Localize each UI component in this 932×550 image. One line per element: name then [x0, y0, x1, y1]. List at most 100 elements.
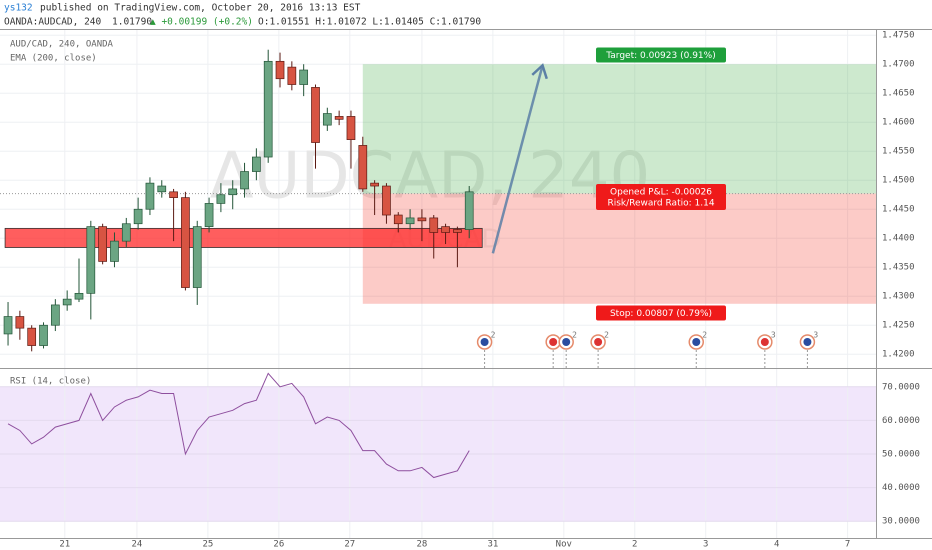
candle-body	[393, 214, 403, 225]
stop-label: Stop: 0.00807 (0.79%)	[610, 309, 712, 319]
y-tick-label: 1.4200	[882, 350, 915, 360]
candle-body	[192, 226, 202, 288]
y-tick-label: 1.4300	[882, 292, 915, 302]
support-zone	[4, 227, 483, 248]
y-tick-label: 60.0000	[882, 416, 920, 426]
y-tick-label: 40.0000	[882, 483, 920, 493]
candle-body	[311, 87, 320, 143]
candle-body	[39, 324, 48, 346]
stop-label-box	[596, 305, 726, 321]
x-tick-label: 25	[202, 540, 213, 550]
symbol: OANDA:AUDCAD, 240	[4, 17, 102, 28]
event-count: 2	[702, 331, 707, 340]
candle-body	[382, 185, 391, 216]
candle-body	[370, 182, 379, 187]
target-label: Target: 0.00923 (0.91%)	[605, 51, 715, 61]
candle-body	[15, 316, 25, 329]
event-count: 3	[813, 331, 818, 340]
target-label-box	[596, 47, 726, 63]
candle-body	[334, 116, 344, 120]
candle-body	[358, 145, 368, 190]
y-tick-label: 1.4700	[882, 60, 915, 70]
candle-body	[98, 226, 107, 262]
candle-body	[346, 116, 356, 140]
candle-body	[133, 208, 143, 225]
candle-body	[216, 194, 226, 204]
candle-body	[464, 191, 474, 230]
last-price: 1.01790	[112, 17, 152, 28]
y-tick-label: 50.0000	[882, 450, 920, 460]
y-tick-label: 30.0000	[882, 517, 920, 527]
candle-body	[417, 217, 427, 222]
change: ▲ +0.00199 (+0.2%)	[150, 17, 253, 28]
x-tick-label: 4	[774, 540, 779, 550]
x-tick-label: 28	[416, 540, 427, 550]
candle-body	[86, 226, 96, 294]
ohlc: O:1.01551 H:1.01072 L:1.01405 C:1.01790	[258, 17, 481, 28]
y-tick-label: 1.4550	[882, 147, 915, 157]
candle-body	[50, 304, 60, 326]
event-flag	[594, 338, 603, 346]
target-zone	[362, 64, 876, 194]
candle-body	[121, 223, 131, 242]
candle-body	[3, 316, 13, 335]
y-tick-label: 1.4450	[882, 205, 915, 215]
event-flag	[549, 338, 558, 346]
y-tick-label: 1.4600	[882, 118, 915, 128]
event-count: 2	[604, 331, 609, 340]
candle-body	[145, 182, 155, 210]
candle-body	[429, 217, 439, 233]
candle-body	[27, 327, 37, 346]
y-tick-label: 1.4250	[882, 321, 915, 331]
event-count: 2	[572, 331, 577, 340]
candle-body	[62, 298, 72, 306]
pane-legend: RSI (14, close)	[10, 377, 91, 387]
candle-body	[204, 203, 214, 227]
event-count: 2	[491, 331, 496, 340]
pane-legend: EMA (200, close)	[10, 54, 97, 64]
candle-body	[405, 217, 415, 225]
rsi-line	[7, 372, 470, 479]
pnl-label: Opened P&L: -0.00026	[610, 188, 712, 198]
candle-body	[252, 156, 261, 172]
candle-body	[299, 69, 309, 85]
y-tick-label: 70.0000	[882, 382, 920, 392]
arrow-head	[531, 63, 548, 80]
candle-body	[240, 171, 249, 190]
x-tick-label: 7	[845, 540, 850, 550]
candle-body	[441, 226, 450, 233]
author[interactable]: ys132	[4, 3, 33, 14]
candle-body	[157, 185, 167, 193]
candle-body	[263, 60, 273, 158]
y-tick-label: 1.4750	[882, 31, 915, 41]
event-count: 3	[771, 331, 776, 340]
event-flag	[760, 338, 769, 346]
x-tick-label: 2	[632, 540, 637, 550]
x-tick-label: 31	[487, 540, 498, 550]
watermark: AUDCAD, 240	[210, 140, 651, 214]
event-flag	[562, 338, 571, 346]
y-tick-label: 1.4350	[882, 263, 915, 273]
published: published on TradingView.com, October 20…	[40, 3, 361, 14]
pnl-label-box	[596, 184, 726, 210]
x-tick-label: 24	[132, 540, 143, 550]
candle-body	[287, 66, 297, 85]
x-tick-label: 27	[344, 540, 355, 550]
event-flag	[692, 338, 701, 346]
x-tick-label: 26	[273, 540, 284, 550]
x-tick-label: 3	[703, 540, 708, 550]
candle-body	[181, 197, 190, 288]
candle-body	[322, 113, 332, 126]
stop-zone	[362, 193, 876, 304]
arrow	[491, 65, 544, 254]
candle-body	[228, 188, 238, 196]
event-flag	[803, 338, 812, 346]
candle-body	[74, 292, 84, 300]
y-tick-label: 1.4400	[882, 234, 915, 244]
y-tick-label: 1.4500	[882, 176, 915, 186]
y-tick-label: 1.4650	[882, 89, 915, 99]
candle-body	[275, 60, 285, 80]
candle-body	[110, 240, 119, 262]
pnl-label: Risk/Reward Ratio: 1.14	[607, 199, 714, 209]
